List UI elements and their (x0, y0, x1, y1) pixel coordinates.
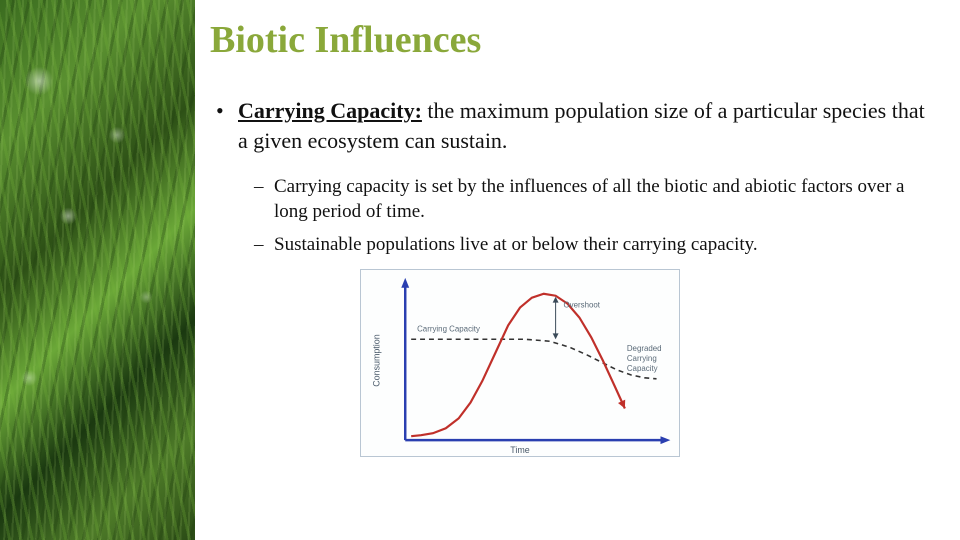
chart-x-label: Time (510, 445, 529, 455)
slide-title: Biotic Influences (210, 18, 930, 62)
bullet-sub-2: Sustainable populations live at or below… (210, 233, 930, 258)
bullet-sub-1: Carrying capacity is set by the influenc… (210, 175, 930, 224)
chart-annotation-carrying-capacity: Carrying Capacity (417, 325, 480, 334)
chart-svg: Consumption Time Carrying Capacity Overs… (361, 270, 679, 456)
carrying-capacity-chart: Consumption Time Carrying Capacity Overs… (360, 269, 680, 457)
chart-series-carrying-capacity (411, 340, 656, 380)
chart-annotation-degraded: DegradedCarryingCapacity (627, 345, 662, 374)
slide-content: Biotic Influences Carrying Capacity: the… (210, 18, 930, 457)
chart-y-label: Consumption (372, 335, 382, 387)
chart-overshoot-marker (553, 297, 559, 340)
chart-annotation-overshoot: Overshoot (564, 301, 601, 310)
chart-series-population (411, 294, 625, 436)
bullet-main: Carrying Capacity: the maximum populatio… (210, 96, 930, 155)
sidebar-decorative-image (0, 0, 195, 540)
definition-term: Carrying Capacity: (238, 98, 422, 123)
